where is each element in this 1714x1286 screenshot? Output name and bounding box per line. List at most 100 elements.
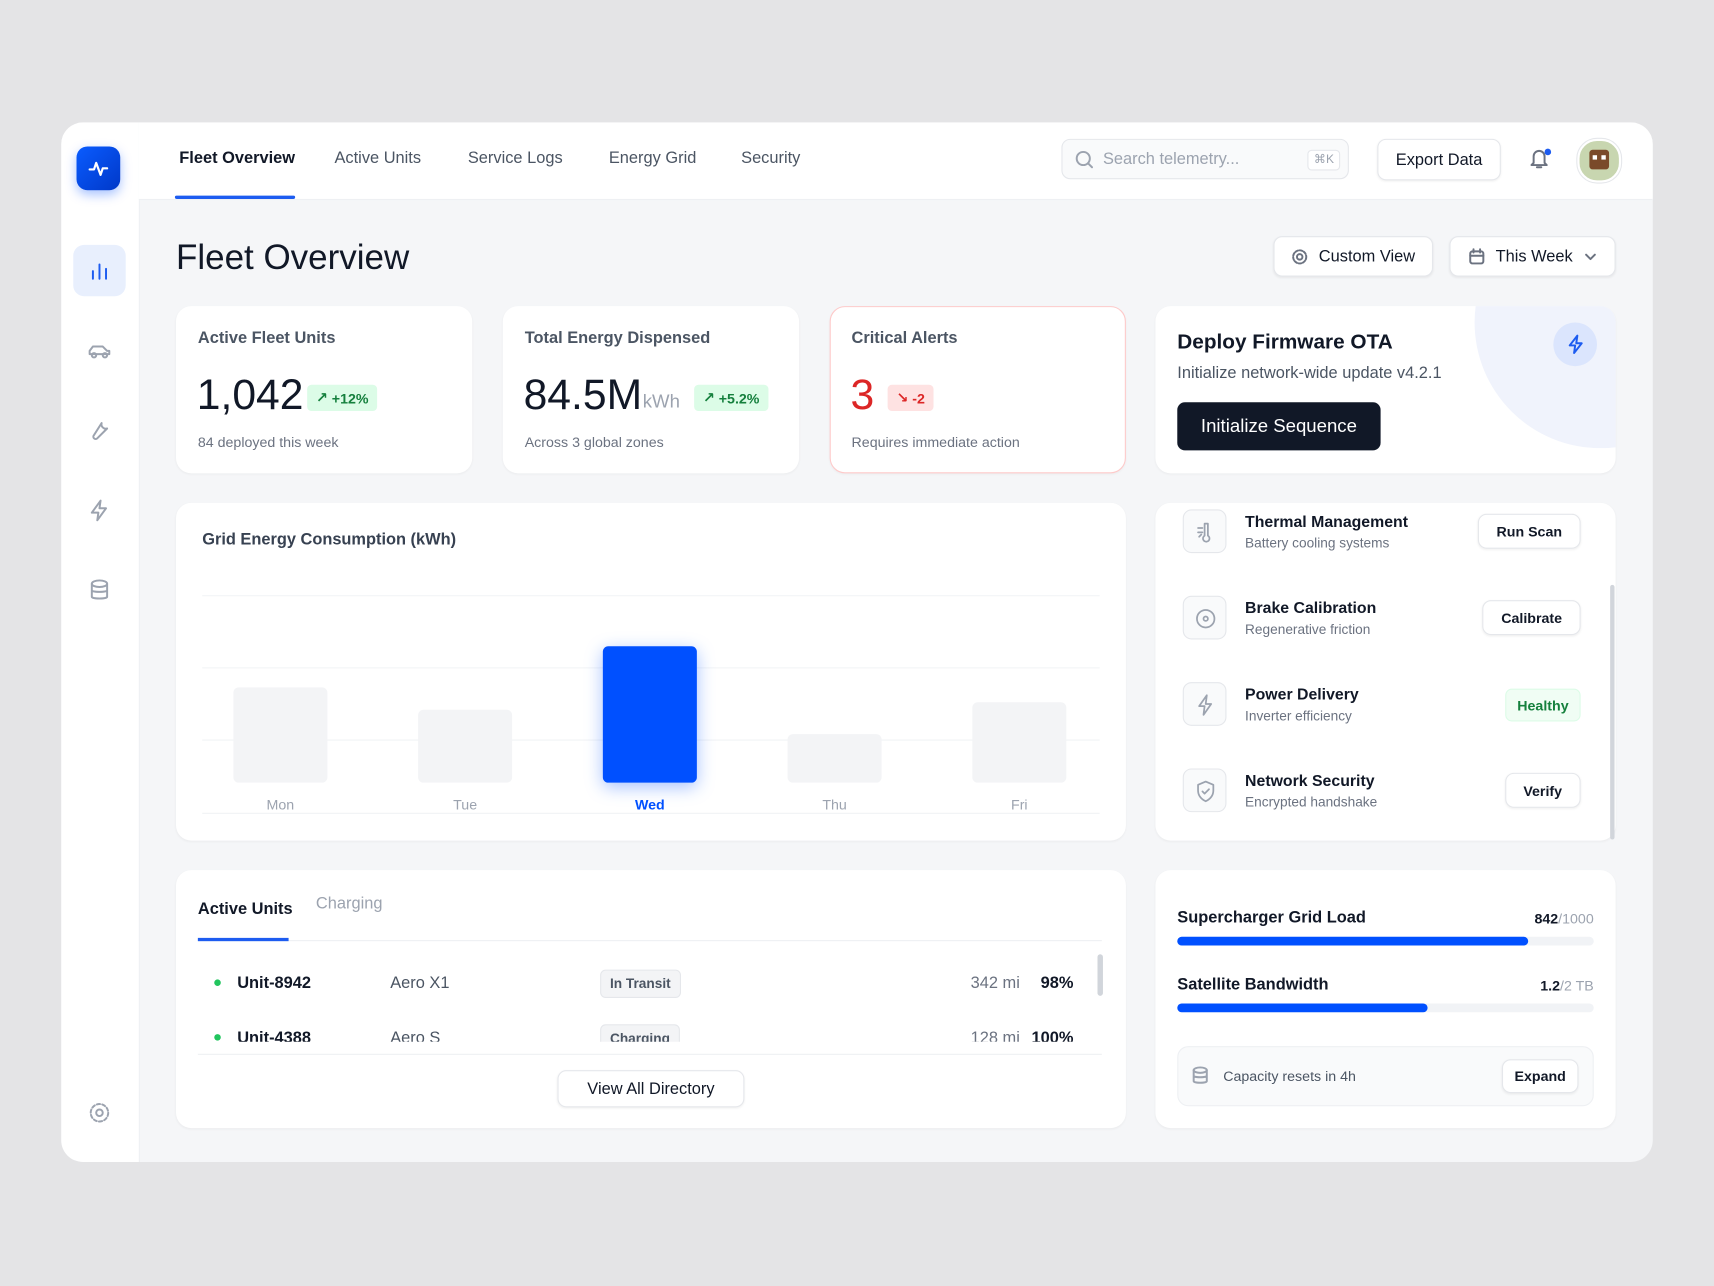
- firmware-subtitle: Initialize network-wide update v4.2.1: [1177, 364, 1442, 383]
- initialize-button[interactable]: Initialize Sequence: [1177, 402, 1381, 451]
- search-placeholder: Search telemetry...: [1102, 149, 1240, 169]
- kpi-delta-text: +12%: [331, 389, 369, 407]
- system-action[interactable]: Calibrate: [1482, 600, 1581, 636]
- unit-id: Unit-4388: [237, 1028, 312, 1042]
- unit-range: 342 mi: [970, 973, 1020, 993]
- page-title: Fleet Overview: [175, 237, 410, 277]
- view-all-button[interactable]: View All Directory: [557, 1070, 745, 1108]
- capacity-fill: [1177, 936, 1528, 946]
- unit-battery: 98%: [1040, 973, 1074, 993]
- system-icon: [1182, 595, 1227, 640]
- range-label: This Week: [1495, 247, 1573, 266]
- system-desc: Inverter efficiency: [1245, 708, 1352, 724]
- logo-icon: [88, 161, 109, 176]
- custom-view-label: Custom View: [1318, 247, 1416, 266]
- capacity-fill: [1177, 1003, 1428, 1013]
- kpi-unit: kWh: [642, 391, 680, 413]
- table-tab[interactable]: Charging: [315, 894, 383, 913]
- system-icon: [1182, 682, 1227, 726]
- icon-chart: [91, 263, 108, 280]
- system-desc: Battery cooling systems: [1245, 535, 1390, 551]
- unit-id: Unit-8942: [237, 973, 312, 993]
- kpi-note: Across 3 global zones: [524, 433, 664, 451]
- system-status: Healthy: [1505, 688, 1581, 722]
- system-name: Thermal Management: [1245, 513, 1409, 532]
- icon-bell[interactable]: [1528, 146, 1552, 170]
- capacity-value: 842: [1534, 910, 1559, 927]
- kpi-label: Active Fleet Units: [197, 329, 336, 348]
- kpi-note: Requires immediate action: [851, 433, 1020, 451]
- decoration: [1474, 306, 1616, 449]
- table-scrollbar[interactable]: [1097, 954, 1103, 996]
- status-dot: [214, 979, 221, 986]
- system-icon: [1182, 509, 1227, 554]
- icon-bolt[interactable]: [87, 498, 111, 522]
- kpi-delta-text: -2: [912, 389, 925, 407]
- range-button[interactable]: This Week: [1449, 236, 1616, 277]
- firmware-title: Deploy Firmware OTA: [1177, 331, 1393, 355]
- icon-database: [1192, 1066, 1208, 1084]
- unit-range: 128 mi: [970, 1028, 1020, 1042]
- icon-database[interactable]: [87, 578, 111, 602]
- system-name: Brake Calibration: [1245, 600, 1377, 618]
- kpi-note: 84 deployed this week: [197, 433, 339, 451]
- icon-search: [1075, 150, 1094, 169]
- kpi-delta-text: +5.2%: [718, 389, 760, 407]
- kpi-label: Total Energy Dispensed: [524, 329, 711, 348]
- system-action[interactable]: Run Scan: [1477, 513, 1581, 549]
- kpi-value: 84.5M: [523, 371, 643, 419]
- tab-underline: [197, 937, 289, 942]
- capacity-max: /2 TB: [1560, 977, 1594, 994]
- capacity-readout: 1.2/2 TB: [1540, 978, 1593, 992]
- notification-dot: [1544, 148, 1552, 156]
- system-icon: [1182, 768, 1227, 813]
- bolt-badge: [1553, 322, 1598, 367]
- unit-model: Aero S: [390, 1028, 441, 1042]
- custom-view-button[interactable]: Custom View: [1273, 236, 1434, 277]
- nav-tab[interactable]: Security: [741, 148, 801, 168]
- unit-status: Charging: [600, 1024, 680, 1042]
- export-button[interactable]: Export Data: [1377, 138, 1501, 181]
- unit-model: Aero X1: [390, 973, 450, 993]
- kpi-delta: ↘ -2: [887, 384, 934, 412]
- scrollbar[interactable]: [1610, 584, 1615, 840]
- table-body: Unit-8942 Aero X1 In Transit 342 mi 98% Unit-…: [198, 956, 1094, 1042]
- tab-divider: [197, 940, 1102, 942]
- unit-status: In Transit: [600, 969, 681, 999]
- table-divider: [197, 1053, 1102, 1055]
- kpi-delta: ↗ +12%: [307, 384, 378, 412]
- status-dot: [214, 1034, 221, 1041]
- capacity-footer-text: Capacity resets in 4h: [1223, 1067, 1356, 1085]
- kpi-label: Critical Alerts: [851, 329, 958, 348]
- search-box[interactable]: [1061, 138, 1349, 180]
- nav-underline: [174, 195, 296, 199]
- icon-car[interactable]: [87, 340, 111, 362]
- system-action[interactable]: Verify: [1504, 772, 1581, 808]
- nav-tab[interactable]: Active Units: [334, 148, 422, 168]
- system-desc: Encrypted handshake: [1245, 794, 1378, 810]
- capacity-value: 1.2: [1540, 977, 1561, 994]
- capacity-readout: 842/1000: [1534, 912, 1593, 926]
- kpi-value: 3: [850, 371, 875, 419]
- nav-tab[interactable]: Fleet Overview: [179, 148, 296, 168]
- unit-battery: 100%: [1031, 1028, 1074, 1042]
- capacity-label: Supercharger Grid Load: [1177, 908, 1366, 927]
- nav-tab[interactable]: Service Logs: [467, 148, 563, 168]
- system-desc: Regenerative friction: [1245, 621, 1371, 638]
- nav-tab[interactable]: Energy Grid: [608, 148, 697, 168]
- kpi-value: 1,042: [196, 371, 304, 419]
- system-name: Power Delivery: [1245, 686, 1359, 704]
- capacity-max: /1000: [1558, 910, 1594, 927]
- avatar[interactable]: [1577, 138, 1622, 183]
- icon-settings[interactable]: [87, 1101, 111, 1125]
- kpi-delta: ↗ +5.2%: [694, 384, 769, 412]
- kpi-card-alert: [829, 306, 1126, 474]
- shortcut: ⌘K: [1307, 149, 1341, 171]
- table-tab[interactable]: Active Units: [197, 899, 293, 919]
- expand-button[interactable]: Expand: [1501, 1059, 1579, 1094]
- capacity-label: Satellite Bandwidth: [1177, 975, 1329, 994]
- icon-wrench[interactable]: [87, 419, 111, 443]
- icon-bolt: [1568, 334, 1583, 355]
